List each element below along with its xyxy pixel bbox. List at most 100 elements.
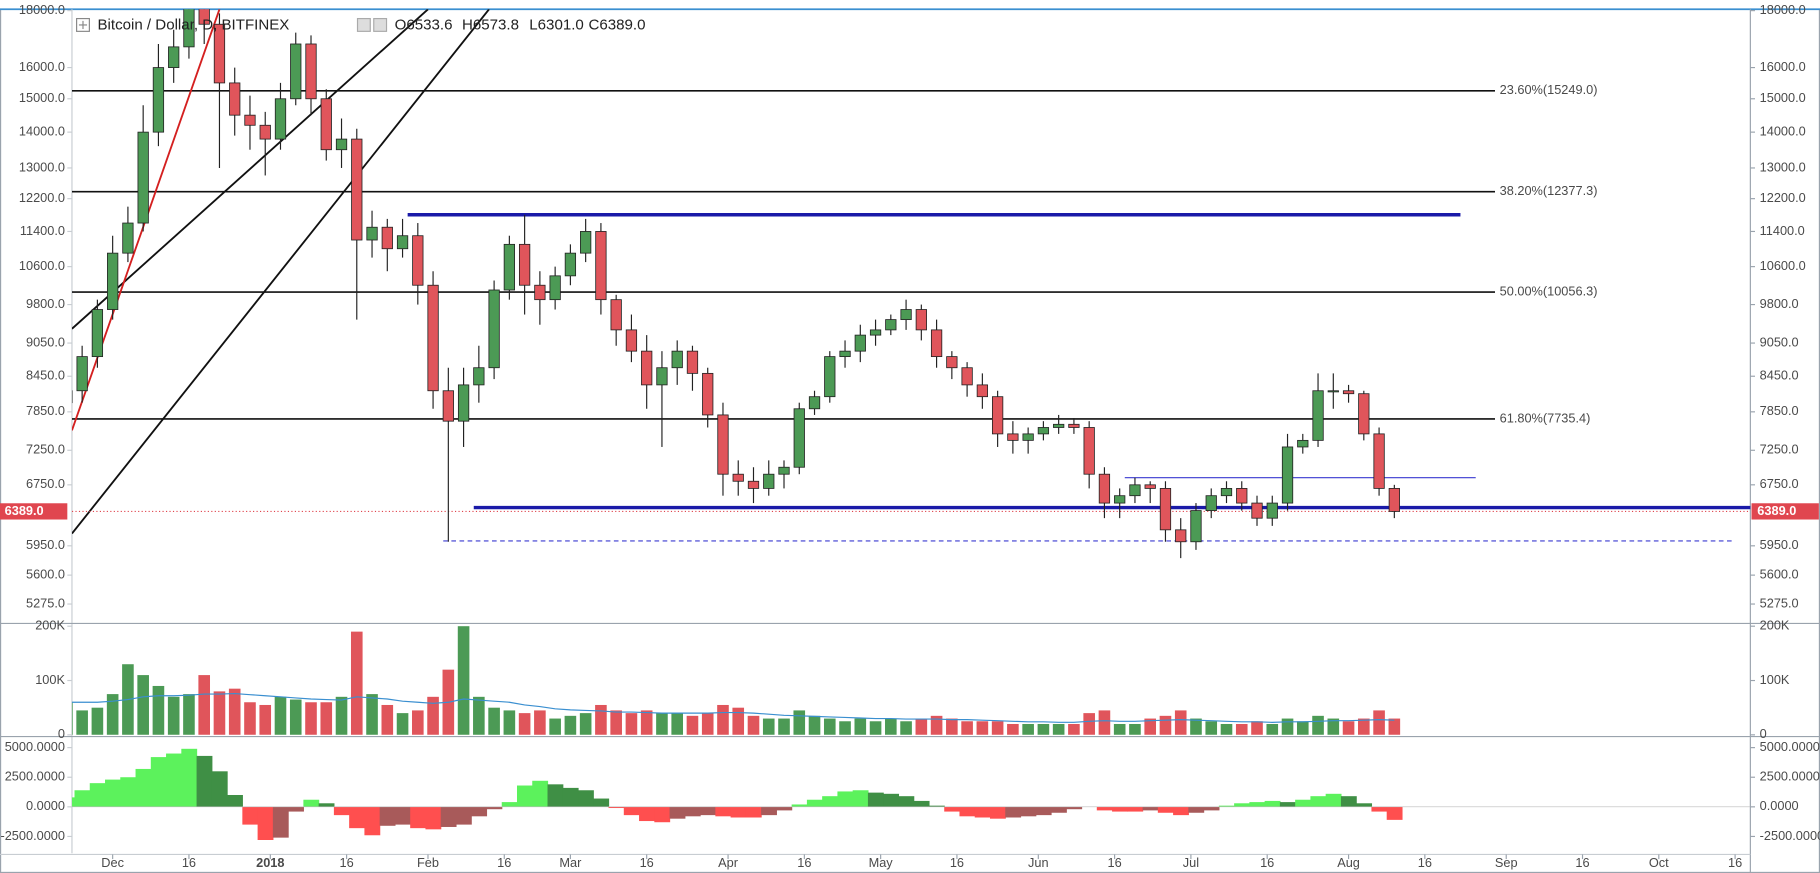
volume-bar [762,718,775,735]
volume-bar [71,702,73,735]
candle-body [213,23,226,84]
macd-bar [333,806,350,816]
candle-body [976,384,988,398]
macd-bar [1005,806,1022,818]
candle-body [900,309,912,321]
volume-bar [946,718,958,735]
macd-bar [852,790,869,807]
x-tick-label: Sep [1495,855,1518,870]
y-tick-label: 7850.0 [26,403,65,418]
macd-bar [196,755,213,807]
y-tick-label: 18000.0 [1760,2,1806,17]
macd-bar [1127,806,1144,812]
volume-bar [732,707,745,735]
y-tick-label: 15000.0 [19,90,65,105]
candle-body [335,138,348,151]
candle-body [595,231,607,301]
macd-bar [1218,805,1235,807]
candle-body [747,480,760,489]
candle-body [152,67,165,133]
volume-bar [1251,721,1263,735]
last-price-tag [1751,503,1819,520]
x-tick-label: 16 [640,855,654,870]
macd-bar [272,806,289,838]
y-tick-label: 2500.0000 [1760,769,1820,784]
y-tick-label: 10600.0 [1760,258,1806,273]
macd-bar [593,798,610,807]
volume-bar [717,704,729,735]
x-tick-label: 16 [1418,855,1432,870]
candle-body [457,384,470,422]
candle-body [564,252,577,277]
candle-body [778,466,790,475]
x-tick-label: Jul [1183,855,1199,870]
volume-bar [1144,718,1157,735]
y-tick-label: 5950.0 [26,537,65,552]
y-tick-label: 11400.0 [1760,223,1805,238]
candle-body [1312,390,1324,441]
candle-body [442,390,454,422]
macd-bar [471,806,488,817]
macd-pane [71,748,1751,840]
candle-body [1129,484,1141,497]
y-tick-label: 0 [58,726,65,741]
settings-icon[interactable] [356,17,371,32]
volume-bar [213,691,226,735]
candle-body [1220,488,1233,497]
x-tick-label: Jun [1028,855,1049,870]
macd-bar [227,794,243,807]
candle-body [259,124,271,140]
macd-bar [928,805,945,807]
volume-bar [1342,721,1355,735]
candle-body [91,309,104,358]
volume-bar [1022,723,1034,735]
volume-bar [503,710,516,735]
candle-body [1083,427,1095,475]
candle-body [1098,473,1111,504]
y-tick-label: 9800.0 [26,296,65,311]
candle-body [793,408,805,468]
candle-body [274,98,287,140]
candle-body [76,356,88,392]
candle-body [1114,495,1126,504]
macd-bar [1051,806,1067,813]
candle-body [1007,433,1019,441]
x-tick-label: 16 [1260,855,1274,870]
y-tick-label: 11400.0 [20,223,65,238]
volume-bar [1296,721,1309,735]
candle-body [198,9,210,25]
macd-bar [1264,800,1281,807]
volume-bar [976,721,989,735]
macd-bar [501,802,518,807]
x-tick-label: Aug [1337,855,1360,870]
ohlc-high: H6573.8 [462,17,519,34]
y-tick-label: 16000.0 [1760,59,1806,74]
y-tick-label: 8450.0 [1760,368,1799,383]
macd-bar [440,806,457,827]
x-tick-label: 16 [340,855,354,870]
macd-bar [135,768,152,807]
volume-bar [686,715,699,735]
candle-body [473,367,485,386]
macd-bar [684,806,701,817]
macd-bar [1340,796,1357,807]
candle-body [183,9,195,48]
macd-bar [120,777,137,807]
x-tick-label: 16 [497,855,511,870]
candle-body [1175,529,1187,543]
macd-bar [1310,796,1327,807]
macd-bar [1371,806,1388,812]
volume-bar [1037,723,1050,735]
candle-body [534,284,546,301]
macd-bar [867,792,884,807]
volume-bar [839,721,851,735]
candle-body [656,367,668,386]
hide-icon[interactable] [373,17,388,32]
candle-body [1297,439,1309,448]
volume-bar [1190,718,1202,735]
x-tick-label: Oct [1649,855,1669,870]
macd-bar [349,806,365,829]
volume-bar [1373,710,1385,735]
volume-bar [549,718,561,735]
